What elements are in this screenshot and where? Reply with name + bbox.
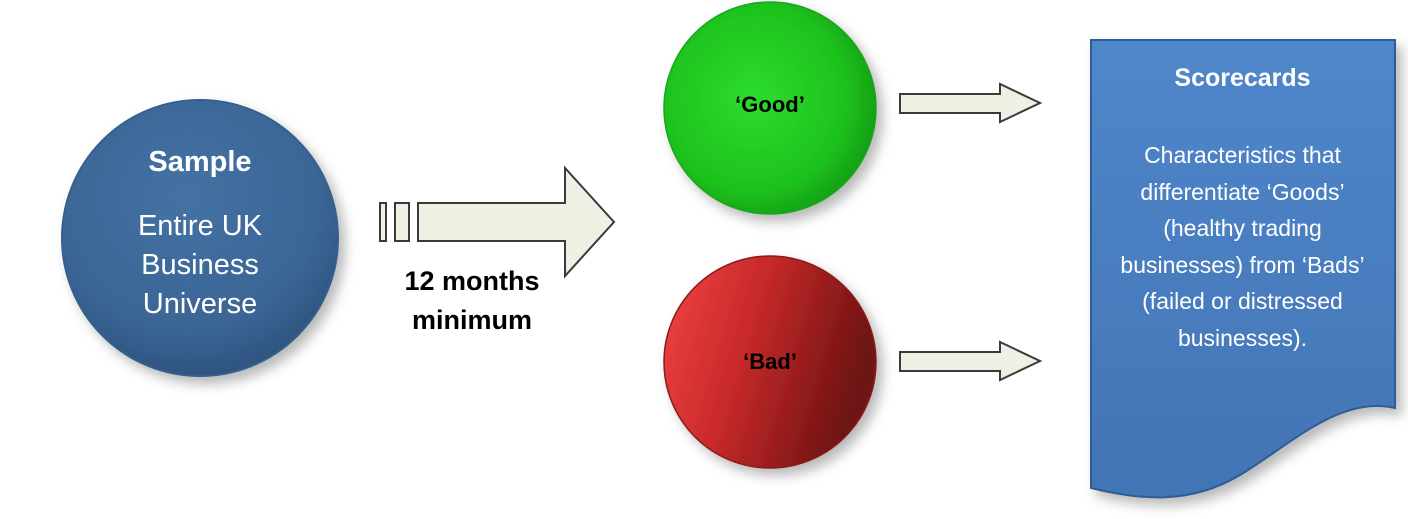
bad-circle <box>663 255 877 469</box>
main-arrow-stripe-2 <box>394 202 410 242</box>
main-arrow-label: 12 months minimum <box>404 266 540 335</box>
sample-circle <box>61 99 339 377</box>
good-label: ‘Good’ <box>735 92 805 117</box>
main-arrow-body <box>417 165 616 279</box>
good-to-scorecards-arrow <box>899 82 1043 124</box>
bad-to-scorecards-arrow <box>899 340 1043 382</box>
scorecards-document <box>1090 39 1396 499</box>
scorecards-description: Characteristics that differentiate ‘Good… <box>1120 142 1365 351</box>
good-circle <box>663 1 877 215</box>
main-arrow-stripe-1 <box>379 202 387 242</box>
main-arrow <box>379 165 616 279</box>
sample-description: Entire UK Business Universe <box>137 210 263 320</box>
scorecards-title: Scorecards <box>1174 64 1311 92</box>
bad-label: ‘Bad’ <box>743 349 797 374</box>
sample-title: Sample <box>148 146 252 178</box>
